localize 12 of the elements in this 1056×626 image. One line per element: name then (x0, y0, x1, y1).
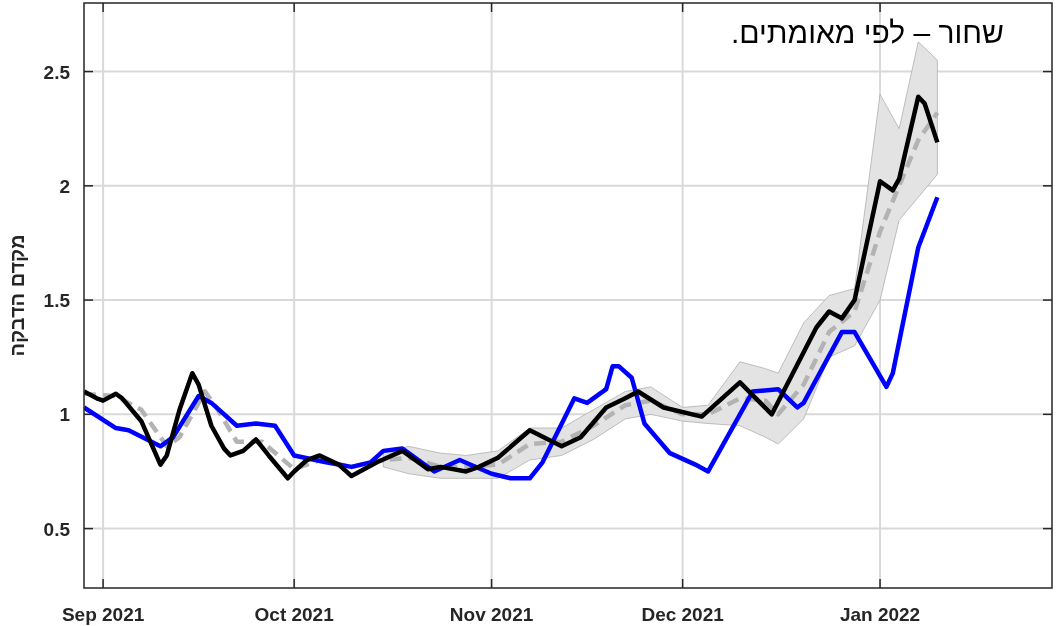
y-axis-title: מקדם הדבקה (6, 234, 28, 357)
y-tick-label: 2 (59, 175, 70, 197)
y-tick-label: 0.5 (43, 518, 71, 540)
x-tick-label: Jan 2022 (839, 604, 921, 625)
x-tick-label: Nov 2021 (449, 604, 534, 625)
y-tick-label: 2.5 (43, 61, 71, 83)
annotation: שחור – לפי מאומתים. (731, 16, 1004, 49)
x-tick-label: Oct 2021 (254, 604, 335, 625)
y-tick-label: 1.5 (43, 290, 71, 312)
x-tick-label: Dec 2021 (641, 604, 725, 625)
y-tick-label: 1 (59, 404, 71, 426)
x-tick-label: Sep 2021 (61, 604, 145, 625)
